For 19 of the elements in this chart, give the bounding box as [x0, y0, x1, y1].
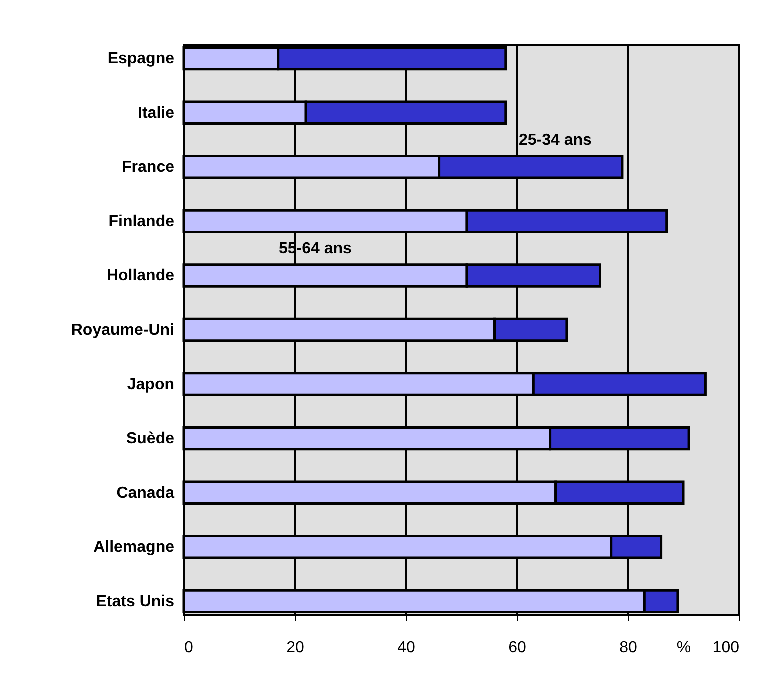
- y-tick-label: Etats Unis: [96, 593, 175, 610]
- x-tick-label: 40: [398, 640, 416, 656]
- y-tick-label: Hollande: [106, 268, 175, 285]
- x-tick-label: 20: [286, 640, 304, 656]
- y-tick-label: Canada: [116, 484, 175, 502]
- y-tick-label: Finlande: [108, 213, 175, 230]
- y-tick-label: Italie: [138, 104, 175, 122]
- x-tick-label: 80: [620, 640, 638, 656]
- x-tick-label: 100: [712, 640, 740, 656]
- x-axis-title: %: [676, 640, 692, 656]
- y-tick-label: France: [122, 159, 175, 176]
- y-tick-label: Japon: [127, 376, 174, 394]
- x-tick-label: 0: [184, 640, 194, 656]
- y-tick-label: Suède: [126, 430, 175, 448]
- y-tick-label: Allemagne: [94, 539, 175, 556]
- y-tick-label: Royaume-Uni: [71, 322, 174, 339]
- x-tick-label: 60: [508, 640, 526, 656]
- y-tick-label: Espagne: [108, 50, 175, 68]
- series-label: 25-34 ans: [519, 132, 592, 149]
